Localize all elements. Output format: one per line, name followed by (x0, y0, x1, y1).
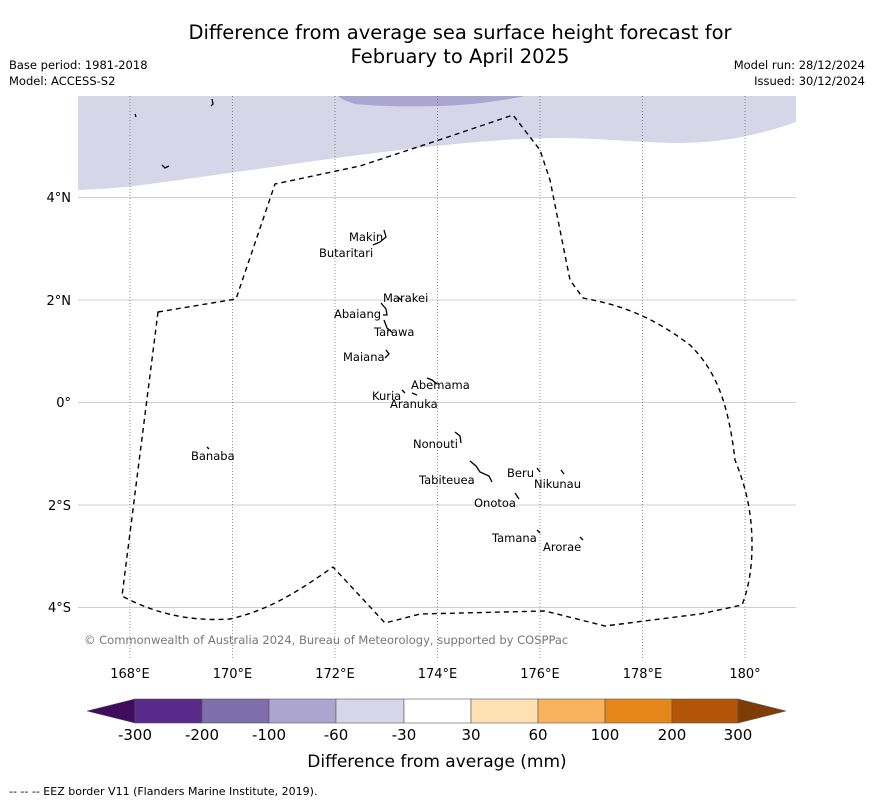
model-info: Base period: 1981-2018 Model: ACCESS-S2 (9, 58, 148, 89)
island-label-beru: Beru (507, 466, 534, 480)
colorbar (86, 698, 787, 724)
lon-label: 172°E (315, 667, 355, 682)
issued-date: Issued: 30/12/2024 (754, 73, 865, 88)
colorbar-segment (403, 698, 472, 724)
lat-label: 0° (56, 396, 71, 411)
island-shapes (134, 98, 584, 541)
colorbar-extension-low (86, 698, 136, 724)
island-label-butaritari: Butaritari (319, 246, 373, 260)
colorbar-tick: 300 (724, 726, 753, 744)
island-label-arorae: Arorae (543, 540, 581, 554)
colorbar-segment (537, 698, 606, 724)
base-period: Base period: 1981-2018 (9, 58, 148, 72)
colorbar-tick: 30 (461, 726, 480, 744)
island-label-tarawa: Tarawa (373, 325, 414, 339)
model-run-date: Model run: 28/12/2024 (733, 58, 865, 72)
colorbar-segment (268, 698, 337, 724)
eez-border (121, 114, 753, 627)
map-title: Difference from average sea surface heig… (0, 21, 873, 69)
island-label-makin: Makin (349, 230, 383, 244)
island-label-nonouti: Nonouti (413, 437, 458, 451)
lat-label: 2°N (47, 294, 72, 309)
anomaly-fill-mid (338, 96, 525, 107)
island-label-banaba: Banaba (191, 449, 235, 463)
colorbar-tick: 200 (658, 726, 687, 744)
colorbar-segment (470, 698, 539, 724)
island-label-tamana: Tamana (491, 531, 537, 545)
latitude-gridlines (78, 197, 796, 608)
island-label-onotoa: Onotoa (474, 496, 516, 510)
island-label-marakei: Marakei (383, 291, 428, 305)
anomaly-fill-light (78, 96, 796, 190)
colorbar-tick: 100 (591, 726, 620, 744)
island-label-nikunau: Nikunau (534, 477, 581, 491)
run-info: Model run: 28/12/2024 Issued: 30/12/2024 (734, 58, 865, 89)
colorbar-label: Difference from average (mm) (307, 752, 566, 772)
island-label-abemama: Abemama (411, 378, 470, 392)
colorbar-tick: -100 (252, 726, 286, 744)
colorbar-tick: -200 (185, 726, 219, 744)
longitude-gridlines (129, 96, 746, 658)
copyright-note: © Commonwealth of Australia 2024, Bureau… (84, 633, 568, 647)
title-line-2: February to April 2025 (350, 45, 570, 68)
colorbar-segment (335, 698, 405, 724)
lon-label: 174°E (418, 667, 458, 682)
colorbar-extension-high (737, 698, 787, 724)
colorbar-tick: -30 (392, 726, 417, 744)
island-label-aranuka: Aranuka (390, 397, 438, 411)
colorbar-tick: -60 (324, 726, 349, 744)
title-line-1: Difference from average sea surface heig… (188, 21, 732, 44)
colorbar-segment (671, 698, 739, 724)
lat-label: 4°S (48, 601, 71, 616)
colorbar-segment (604, 698, 673, 724)
colorbar-segment (201, 698, 270, 724)
model-name: Model: ACCESS-S2 (9, 73, 116, 88)
colorbar-segment (134, 698, 203, 724)
lon-label: 170°E (213, 667, 253, 682)
lon-label: 180° (729, 667, 760, 682)
colorbar-tick: 60 (528, 726, 547, 744)
eez-legend-note: -- -- -- EEZ border V11 (Flanders Marine… (9, 785, 318, 798)
lon-label: 178°E (623, 667, 663, 682)
colorbar-tick: -300 (118, 726, 152, 744)
island-label-tabiteuea: Tabiteuea (418, 473, 475, 487)
island-label-kuria: Kuria (372, 389, 401, 403)
lat-label: 4°N (47, 191, 72, 206)
island-label-maiana: Maiana (343, 350, 385, 364)
island-label-abaiang: Abaiang (334, 307, 381, 321)
lon-label: 176°E (520, 667, 560, 682)
lat-label: 2°S (48, 499, 71, 514)
lon-label: 168°E (110, 667, 150, 682)
